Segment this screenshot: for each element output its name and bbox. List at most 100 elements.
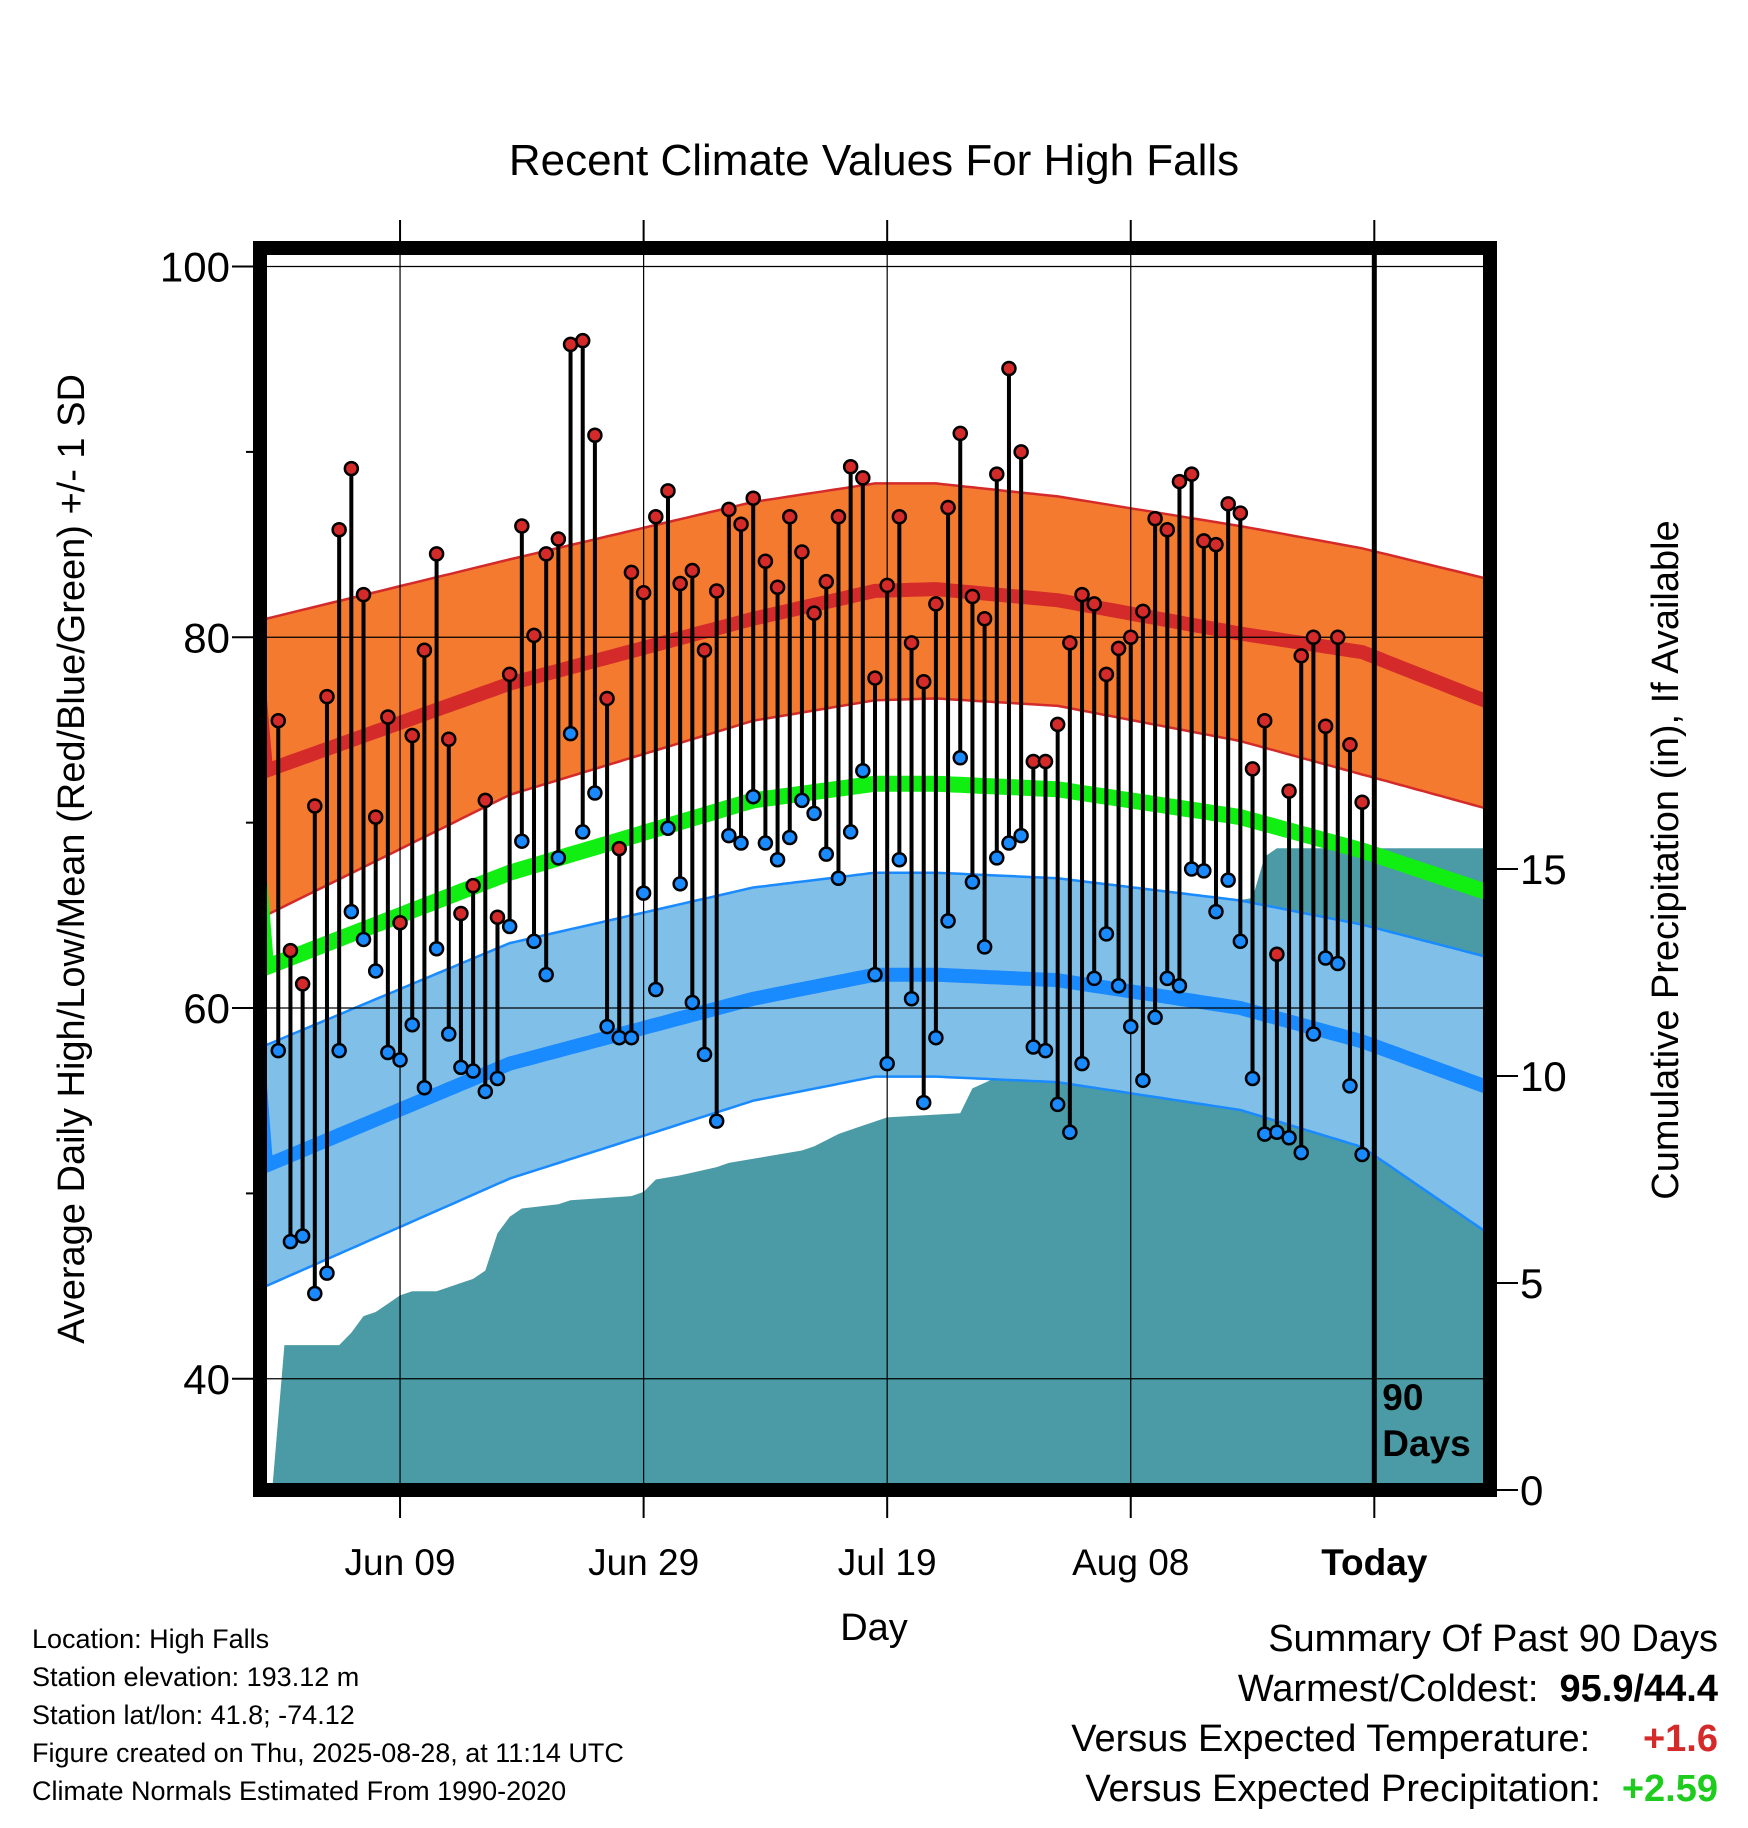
summary-title: Summary Of Past 90 Days [1268, 1618, 1718, 1660]
daily-high-point [489, 909, 506, 925]
daily-low-point [562, 725, 579, 742]
daily-low-point [1256, 1126, 1273, 1142]
daily-high-point [648, 509, 664, 525]
daily-low-point [769, 851, 786, 868]
daily-high-point [1086, 596, 1102, 612]
axes-layer: 40 60 80 100 0 5 10 15 Jun 09 Jun 29 Jul 19 Aug 08 T… [160, 220, 1567, 1583]
summary-temp: Versus Expected Temperature: +1.6 [1071, 1714, 1718, 1764]
y-tick-label: 100 [160, 244, 230, 291]
daily-high-point [952, 425, 968, 442]
daily-low-point [1086, 970, 1102, 987]
daily-high-point [684, 562, 701, 579]
daily-low-point [672, 876, 688, 892]
daily-high-point [1135, 603, 1151, 620]
daily-low-point [867, 966, 883, 983]
temp-delta-value: +1.6 [1642, 1718, 1718, 1760]
x-tick-label: Jun 09 [345, 1542, 456, 1583]
daily-high-point [1159, 522, 1176, 538]
daily-low-point [745, 788, 761, 805]
daily-high-point [355, 586, 372, 603]
daily-low-point [416, 1079, 433, 1096]
daily-high-point [294, 976, 311, 992]
daily-high-point [270, 712, 287, 729]
daily-low-point [903, 991, 920, 1007]
daily-high-point [501, 666, 518, 683]
daily-high-point [416, 642, 433, 659]
daily-high-point [1037, 753, 1054, 770]
daily-low-point [964, 874, 981, 890]
daily-high-point [733, 516, 749, 532]
daily-high-point [574, 332, 591, 349]
daily-low-point [1293, 1144, 1309, 1161]
daily-high-point [441, 731, 457, 747]
daily-low-point [1110, 978, 1127, 994]
y-tick-label: 40 [183, 1356, 230, 1403]
daily-low-point [1049, 1096, 1066, 1113]
daily-low-point [782, 829, 798, 846]
daily-high-point [696, 642, 713, 659]
daily-low-point [1062, 1124, 1078, 1140]
daily-high-point [538, 546, 554, 562]
daily-low-point [392, 1052, 408, 1068]
daily-high-point [1001, 360, 1017, 377]
daily-low-point [319, 1265, 335, 1281]
daily-high-point [331, 522, 347, 538]
daily-low-point [733, 835, 749, 851]
daily-low-point [806, 805, 822, 822]
daily-low-point [952, 750, 968, 766]
daily-high-point [319, 688, 335, 705]
daily-high-point [635, 585, 652, 601]
daily-high-point [428, 546, 445, 562]
daily-low-point [1281, 1130, 1297, 1146]
daily-low-point [1135, 1072, 1151, 1089]
precip-label: Versus Expected Precipitation: [1085, 1768, 1601, 1810]
daily-low-point [294, 1228, 311, 1244]
y-axis-label: Average Daily High/Low/Mean (Red/Blue/Gr… [51, 374, 93, 1344]
today-label: Days [1382, 1423, 1470, 1464]
daily-low-point [708, 1113, 725, 1129]
daily-low-point [307, 1285, 323, 1302]
daily-high-point [818, 573, 835, 590]
daily-high-point [989, 466, 1005, 482]
daily-low-point [1183, 861, 1200, 877]
daily-high-point [1305, 629, 1322, 646]
daily-low-point [757, 835, 774, 851]
low-sd-band [260, 872, 1490, 1287]
daily-low-point [550, 850, 567, 866]
x-tick-label: Jul 19 [838, 1542, 937, 1583]
created-text: Figure created on Thu, 2025-08-28, at 11… [32, 1738, 624, 1768]
y2-axis-label: Cumulative Precipitation (in), If Availa… [1645, 520, 1687, 1199]
daily-low-point [928, 1029, 944, 1046]
daily-high-point [1281, 783, 1297, 799]
daily-high-point [976, 610, 993, 627]
daily-high-point [964, 588, 981, 605]
daily-high-point [757, 553, 774, 570]
daily-high-point [392, 915, 408, 931]
y-tick-label: 60 [183, 985, 230, 1032]
daily-high-point [465, 877, 481, 894]
daily-low-point [1208, 903, 1224, 920]
daily-low-point [404, 1016, 420, 1033]
summary-precip: Versus Expected Precipitation: +2.59 [1085, 1764, 1718, 1814]
daily-high-point [830, 509, 847, 525]
daily-high-point [794, 544, 810, 560]
daily-high-point [1342, 737, 1358, 753]
daily-low-point [501, 918, 518, 935]
daily-high-point [842, 458, 859, 475]
daily-low-point [794, 792, 810, 809]
daily-high-point [380, 709, 396, 725]
latlon-text: Station lat/lon: 41.8; -74.12 [32, 1700, 355, 1730]
daily-low-point [599, 1018, 615, 1035]
daily-high-point [672, 575, 688, 592]
daily-low-point [830, 870, 847, 887]
daily-low-point [1342, 1078, 1358, 1094]
daily-high-point [611, 840, 628, 857]
daily-low-point [842, 824, 859, 840]
daily-high-point [1330, 629, 1346, 646]
normals-text: Climate Normals Estimated From 1990-2020 [32, 1776, 567, 1806]
daily-low-point [623, 1029, 640, 1046]
daily-low-point [1354, 1146, 1370, 1163]
daily-high-point [1171, 473, 1188, 490]
daily-low-point [721, 827, 737, 844]
y2-tick-label: 0 [1520, 1467, 1543, 1514]
